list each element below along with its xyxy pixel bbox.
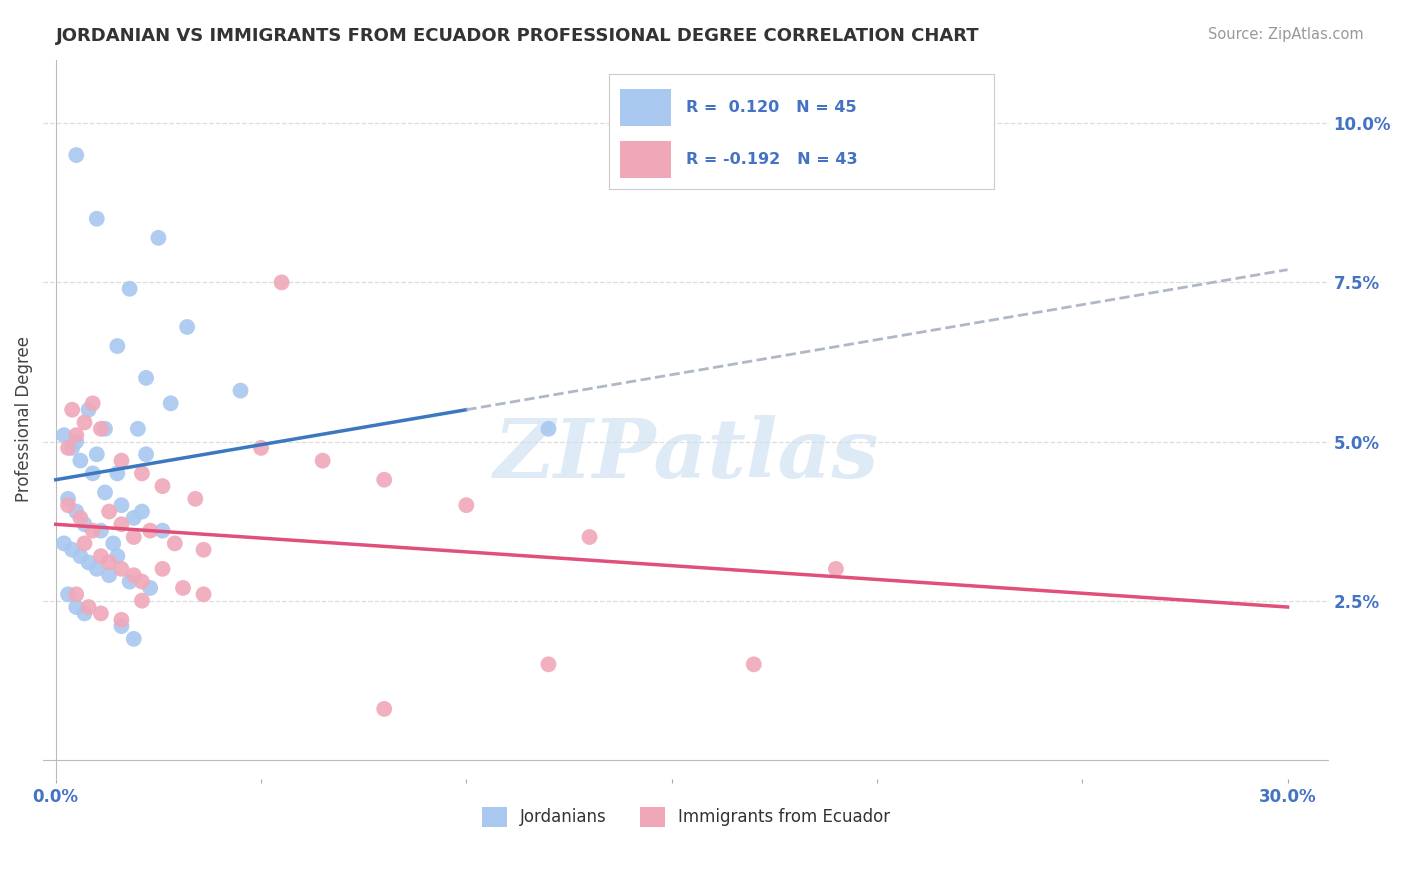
Point	[152, 524, 174, 538]
Point	[65, 434, 87, 449]
Point	[77, 556, 100, 570]
Point	[152, 562, 174, 576]
Point	[105, 467, 128, 481]
Point	[77, 402, 100, 417]
Point	[56, 587, 79, 601]
Point	[73, 607, 96, 621]
Point	[90, 549, 112, 563]
Point	[77, 600, 100, 615]
Text: ZIPatlas: ZIPatlas	[494, 415, 879, 495]
Point	[94, 422, 117, 436]
Point	[110, 562, 132, 576]
Point	[270, 276, 292, 290]
Point	[131, 593, 153, 607]
Point	[110, 619, 132, 633]
Point	[537, 422, 560, 436]
Point	[131, 574, 153, 589]
Point	[139, 581, 162, 595]
Point	[65, 504, 87, 518]
Point	[60, 542, 83, 557]
Point	[69, 511, 91, 525]
Point	[65, 587, 87, 601]
Point	[56, 491, 79, 506]
Point	[105, 549, 128, 563]
Point	[98, 568, 121, 582]
Point	[103, 536, 125, 550]
Legend: Jordanians, Immigrants from Ecuador: Jordanians, Immigrants from Ecuador	[474, 798, 898, 835]
Point	[60, 402, 83, 417]
Point	[139, 524, 162, 538]
Point	[163, 536, 186, 550]
Point	[82, 467, 104, 481]
Point	[176, 320, 198, 334]
Point	[135, 447, 157, 461]
Point	[86, 562, 108, 576]
Point	[73, 536, 96, 550]
Point	[105, 339, 128, 353]
Point	[110, 453, 132, 467]
Point	[250, 441, 273, 455]
Point	[65, 148, 87, 162]
Point	[65, 428, 87, 442]
Point	[86, 447, 108, 461]
Point	[65, 600, 87, 615]
Point	[148, 231, 170, 245]
Point	[56, 498, 79, 512]
Point	[90, 524, 112, 538]
Point	[131, 467, 153, 481]
Point	[311, 453, 333, 467]
Point	[152, 479, 174, 493]
Point	[110, 498, 132, 512]
Point	[122, 511, 145, 525]
Point	[122, 530, 145, 544]
Point	[56, 441, 79, 455]
Point	[825, 562, 848, 576]
Y-axis label: Professional Degree: Professional Degree	[15, 336, 32, 502]
Point	[184, 491, 207, 506]
Point	[82, 396, 104, 410]
Point	[135, 371, 157, 385]
Point	[86, 211, 108, 226]
Point	[52, 428, 75, 442]
Point	[82, 524, 104, 538]
Text: JORDANIAN VS IMMIGRANTS FROM ECUADOR PROFESSIONAL DEGREE CORRELATION CHART: JORDANIAN VS IMMIGRANTS FROM ECUADOR PRO…	[56, 27, 980, 45]
Point	[118, 574, 141, 589]
Point	[122, 568, 145, 582]
Point	[69, 453, 91, 467]
Point	[373, 702, 395, 716]
Point	[110, 613, 132, 627]
Point	[60, 441, 83, 455]
Point	[193, 587, 215, 601]
Point	[537, 657, 560, 672]
Point	[127, 422, 149, 436]
Point	[131, 504, 153, 518]
Point	[373, 473, 395, 487]
Point	[73, 416, 96, 430]
Point	[90, 422, 112, 436]
Point	[456, 498, 478, 512]
Point	[98, 556, 121, 570]
Point	[578, 530, 600, 544]
Point	[90, 607, 112, 621]
Point	[742, 657, 765, 672]
Point	[110, 517, 132, 532]
Point	[98, 504, 121, 518]
Point	[94, 485, 117, 500]
Point	[193, 542, 215, 557]
Point	[159, 396, 181, 410]
Text: Source: ZipAtlas.com: Source: ZipAtlas.com	[1208, 27, 1364, 42]
Point	[73, 517, 96, 532]
Point	[122, 632, 145, 646]
Point	[69, 549, 91, 563]
Point	[172, 581, 194, 595]
Point	[52, 536, 75, 550]
Point	[229, 384, 252, 398]
Point	[118, 282, 141, 296]
